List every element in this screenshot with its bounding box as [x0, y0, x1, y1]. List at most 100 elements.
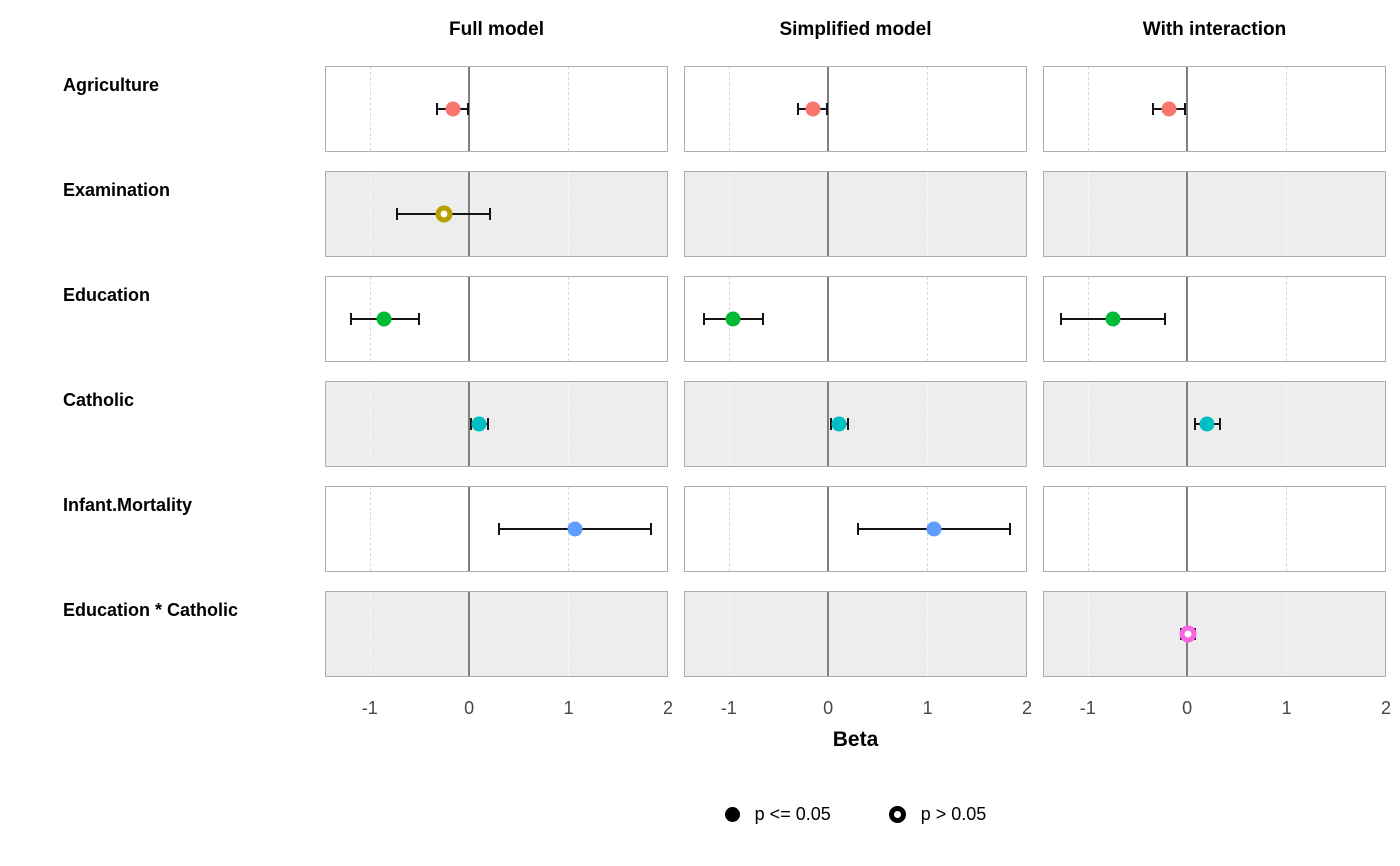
- dashed-gridline: [1286, 172, 1288, 256]
- x-axis-simplified-model: -1 0 1 2: [684, 696, 1032, 722]
- estimate-point-examination: [435, 205, 453, 223]
- dashed-gridline: [1286, 382, 1288, 466]
- legend-item-not-significant: p > 0.05: [888, 804, 987, 825]
- zero-reference-line: [468, 592, 471, 676]
- panel-catholic-full-model: [325, 381, 668, 467]
- dashed-gridline: [568, 67, 570, 151]
- zero-reference-line: [827, 172, 830, 256]
- open-point-icon: [888, 806, 906, 823]
- ci-cap-low: [1059, 313, 1062, 325]
- x-tick-label: 0: [823, 698, 834, 718]
- dashed-gridline: [927, 592, 929, 676]
- ci-cap-high: [1218, 418, 1221, 430]
- dashed-gridline: [729, 382, 731, 466]
- panel-examination-full-model: [325, 171, 668, 257]
- ci-cap-low: [1194, 418, 1197, 430]
- ci-cap-low: [435, 103, 438, 115]
- ci-cap-low: [856, 523, 859, 535]
- dashed-gridline: [370, 172, 372, 256]
- legend: p <= 0.05 p > 0.05: [724, 804, 987, 825]
- estimate-point-education: [1105, 311, 1121, 327]
- x-tick-label: -1: [720, 698, 737, 718]
- estimate-point-catholic: [831, 416, 847, 432]
- zero-reference-line: [827, 487, 830, 571]
- legend-label: p <= 0.05: [754, 804, 831, 824]
- dashed-gridline: [1286, 592, 1288, 676]
- x-axis-title-row: Beta: [325, 728, 1386, 752]
- filled-point-icon: [724, 807, 740, 822]
- x-tick-label: -1: [1079, 698, 1096, 718]
- zero-reference-line: [827, 277, 830, 361]
- dashed-gridline: [568, 382, 570, 466]
- facet-title-full-model: Full model: [449, 19, 544, 40]
- zero-reference-line: [468, 487, 471, 571]
- dashed-gridline: [729, 487, 731, 571]
- panel-infant-mortality-with-interaction: [1043, 486, 1386, 572]
- panel-catholic-simplified-model: [684, 381, 1027, 467]
- x-tick-label: -1: [361, 698, 378, 718]
- panel-education-simplified-model: [684, 276, 1027, 362]
- panel-agriculture-simplified-model: [684, 66, 1027, 152]
- facet-grid: Full model Simplified model With interacti…: [0, 6, 1400, 722]
- dashed-gridline: [1088, 67, 1090, 151]
- zero-reference-line: [827, 382, 830, 466]
- x-axis-full-model: -1 0 1 2: [325, 696, 673, 722]
- estimate-point-agriculture: [805, 101, 820, 117]
- dashed-gridline: [927, 277, 929, 361]
- x-tick-label: 2: [1380, 698, 1392, 718]
- legend-label: p > 0.05: [920, 804, 987, 824]
- facet-title-simplified-model: Simplified model: [779, 19, 932, 40]
- ci-cap-low: [396, 208, 399, 220]
- dashed-gridline: [370, 67, 372, 151]
- estimate-point-agriculture: [445, 101, 461, 117]
- dashed-gridline: [1088, 592, 1090, 676]
- estimate-point-agriculture: [1161, 101, 1177, 117]
- estimate-point-catholic: [471, 416, 487, 432]
- zero-reference-line: [1186, 172, 1189, 256]
- ci-cap-low: [830, 418, 833, 430]
- ci-cap-low: [796, 103, 799, 115]
- ci-cap-high: [650, 523, 653, 535]
- dashed-gridline: [729, 592, 731, 676]
- panel-education-full-model: [325, 276, 668, 362]
- x-tick-label: 2: [662, 698, 674, 718]
- estimate-point-infant-mortality: [926, 521, 942, 537]
- zero-reference-line: [468, 277, 471, 361]
- zero-reference-line: [827, 592, 830, 676]
- panel-education-catholic-with-interaction: [1043, 591, 1386, 677]
- x-tick-label: 2: [1021, 698, 1033, 718]
- panel-infant-mortality-simplified-model: [684, 486, 1027, 572]
- dashed-gridline: [370, 592, 372, 676]
- panel-education-with-interaction: [1043, 276, 1386, 362]
- ci-cap-low: [1151, 103, 1154, 115]
- ci-cap-low: [702, 313, 705, 325]
- ci-cap-high: [467, 103, 470, 115]
- zero-reference-line: [1186, 67, 1189, 151]
- legend-item-significant: p <= 0.05: [724, 804, 831, 825]
- ci-cap-high: [1163, 313, 1166, 325]
- x-axis-with-interaction: -1 0 1 2: [1043, 696, 1391, 722]
- dashed-gridline: [370, 487, 372, 571]
- dashed-gridline: [927, 67, 929, 151]
- term-label-education: Education: [63, 285, 151, 305]
- panel-infant-mortality-full-model: [325, 486, 668, 572]
- ci-cap-high: [762, 313, 765, 325]
- term-label-catholic: Catholic: [63, 390, 135, 410]
- panel-examination-simplified-model: [684, 171, 1027, 257]
- ci-cap-high: [1184, 103, 1187, 115]
- estimate-point-education-catholic: [1179, 625, 1197, 643]
- ci-cap-low: [470, 418, 473, 430]
- zero-reference-line: [1186, 487, 1189, 571]
- axis-spacer: [63, 696, 309, 722]
- dashed-gridline: [568, 592, 570, 676]
- panel-catholic-with-interaction: [1043, 381, 1386, 467]
- term-label-infant-mortality: Infant.Mortality: [63, 495, 192, 515]
- dashed-gridline: [729, 67, 731, 151]
- dashed-gridline: [1286, 67, 1288, 151]
- dashed-gridline: [1088, 172, 1090, 256]
- term-label-education-catholic: Education * Catholic: [63, 600, 239, 620]
- dashed-gridline: [927, 172, 929, 256]
- dashed-gridline: [1286, 487, 1288, 571]
- term-label-examination: Examination: [63, 180, 171, 200]
